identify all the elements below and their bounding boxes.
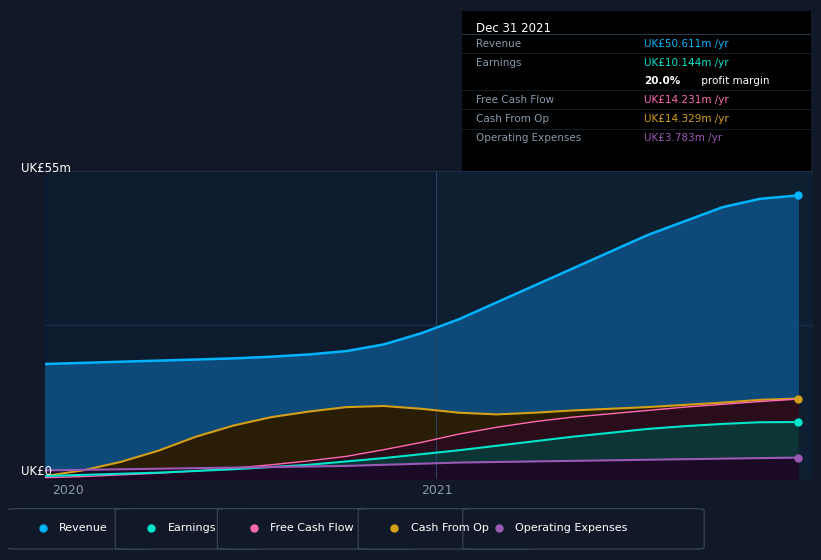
Text: UK£3.783m /yr: UK£3.783m /yr [644, 133, 722, 143]
Text: UK£55m: UK£55m [21, 162, 71, 175]
Text: UK£50.611m /yr: UK£50.611m /yr [644, 39, 728, 49]
Text: profit margin: profit margin [698, 76, 769, 86]
Text: UK£14.231m /yr: UK£14.231m /yr [644, 95, 728, 105]
FancyBboxPatch shape [218, 508, 419, 549]
Text: 20.0%: 20.0% [644, 76, 680, 86]
Text: UK£14.329m /yr: UK£14.329m /yr [644, 114, 728, 124]
Text: Earnings: Earnings [476, 58, 521, 68]
Text: Cash From Op: Cash From Op [410, 523, 488, 533]
Text: Operating Expenses: Operating Expenses [515, 523, 627, 533]
Text: Dec 31 2021: Dec 31 2021 [476, 22, 551, 35]
Bar [45, 171, 437, 479]
FancyBboxPatch shape [115, 508, 264, 549]
Text: Revenue: Revenue [59, 523, 108, 533]
Text: Revenue: Revenue [476, 39, 521, 49]
Text: Free Cash Flow: Free Cash Flow [269, 523, 353, 533]
FancyBboxPatch shape [7, 508, 154, 549]
Text: Free Cash Flow: Free Cash Flow [476, 95, 554, 105]
Text: UK£10.144m /yr: UK£10.144m /yr [644, 58, 728, 68]
Text: Cash From Op: Cash From Op [476, 114, 549, 124]
Text: Earnings: Earnings [167, 523, 216, 533]
Bar [437, 171, 813, 479]
Text: Operating Expenses: Operating Expenses [476, 133, 581, 143]
FancyBboxPatch shape [463, 508, 704, 549]
FancyBboxPatch shape [358, 508, 535, 549]
Text: UK£0: UK£0 [21, 465, 52, 478]
